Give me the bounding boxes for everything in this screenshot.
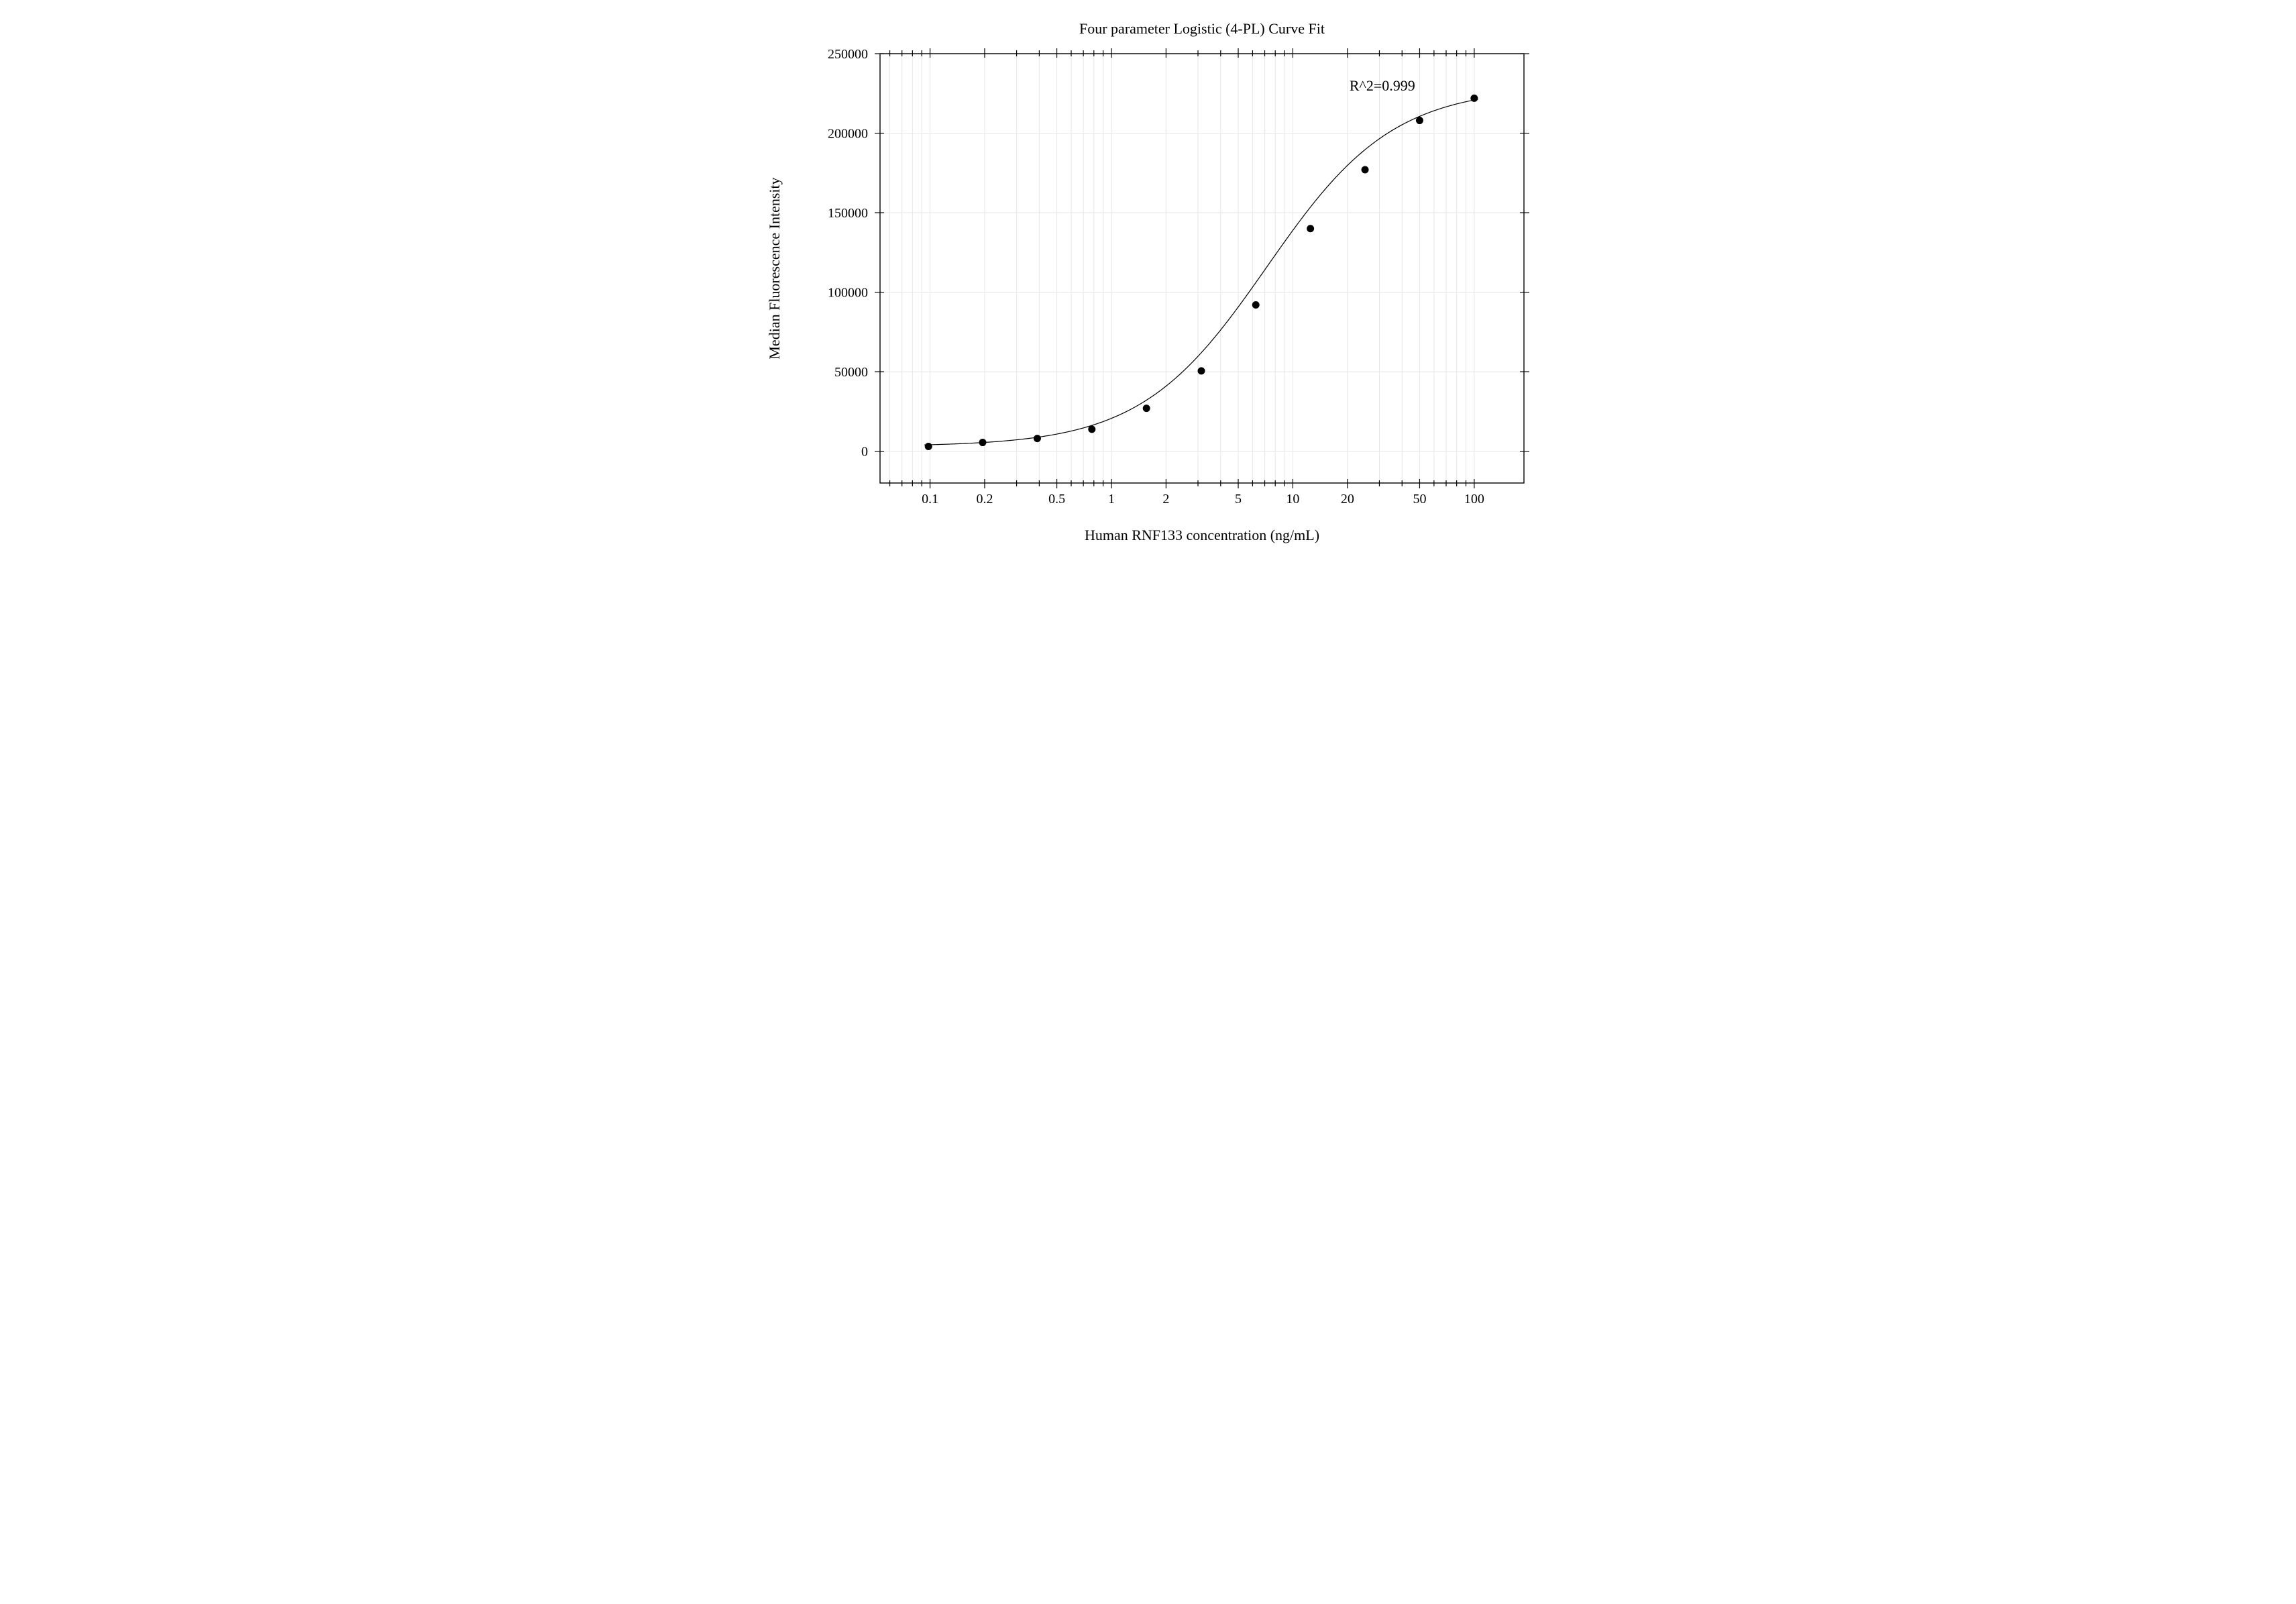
ytick-label: 100000 [828, 286, 868, 301]
chart-svg: 0.1 0.2 0.5 1 2 5 10 20 50 100 0 50000 100000 150000 2… [719, 0, 1578, 600]
xtick-label: 10 [1286, 492, 1299, 506]
x-axis-label: Human RNF133 concentration (ng/mL) [1084, 527, 1319, 543]
ytick-label: 50000 [834, 365, 868, 380]
xtick-label: 100 [1464, 492, 1484, 506]
xtick-label: 0.5 [1048, 492, 1065, 506]
chart-container: 0.1 0.2 0.5 1 2 5 10 20 50 100 0 50000 100000 150000 2… [719, 0, 1578, 600]
xtick-label: 50 [1413, 492, 1426, 506]
ytick-label: 200000 [828, 127, 868, 142]
r-squared-annotation: R^2=0.999 [1349, 77, 1415, 94]
xtick-label: 0.2 [976, 492, 993, 506]
xtick-label: 1 [1107, 492, 1114, 506]
xtick-label: 0.1 [922, 492, 938, 506]
ytick-label: 0 [861, 445, 868, 460]
ytick-label: 150000 [828, 206, 868, 221]
xtick-label: 20 [1340, 492, 1354, 506]
y-axis-label: Median Fluorescence Intensity [766, 177, 783, 359]
xtick-label: 2 [1162, 492, 1169, 506]
chart-title: Four parameter Logistic (4-PL) Curve Fit [1079, 20, 1325, 37]
xtick-label: 5 [1235, 492, 1242, 506]
ytick-label: 250000 [828, 47, 868, 62]
